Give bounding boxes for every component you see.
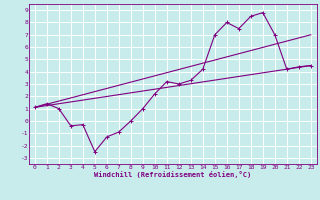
X-axis label: Windchill (Refroidissement éolien,°C): Windchill (Refroidissement éolien,°C) [94, 171, 252, 178]
